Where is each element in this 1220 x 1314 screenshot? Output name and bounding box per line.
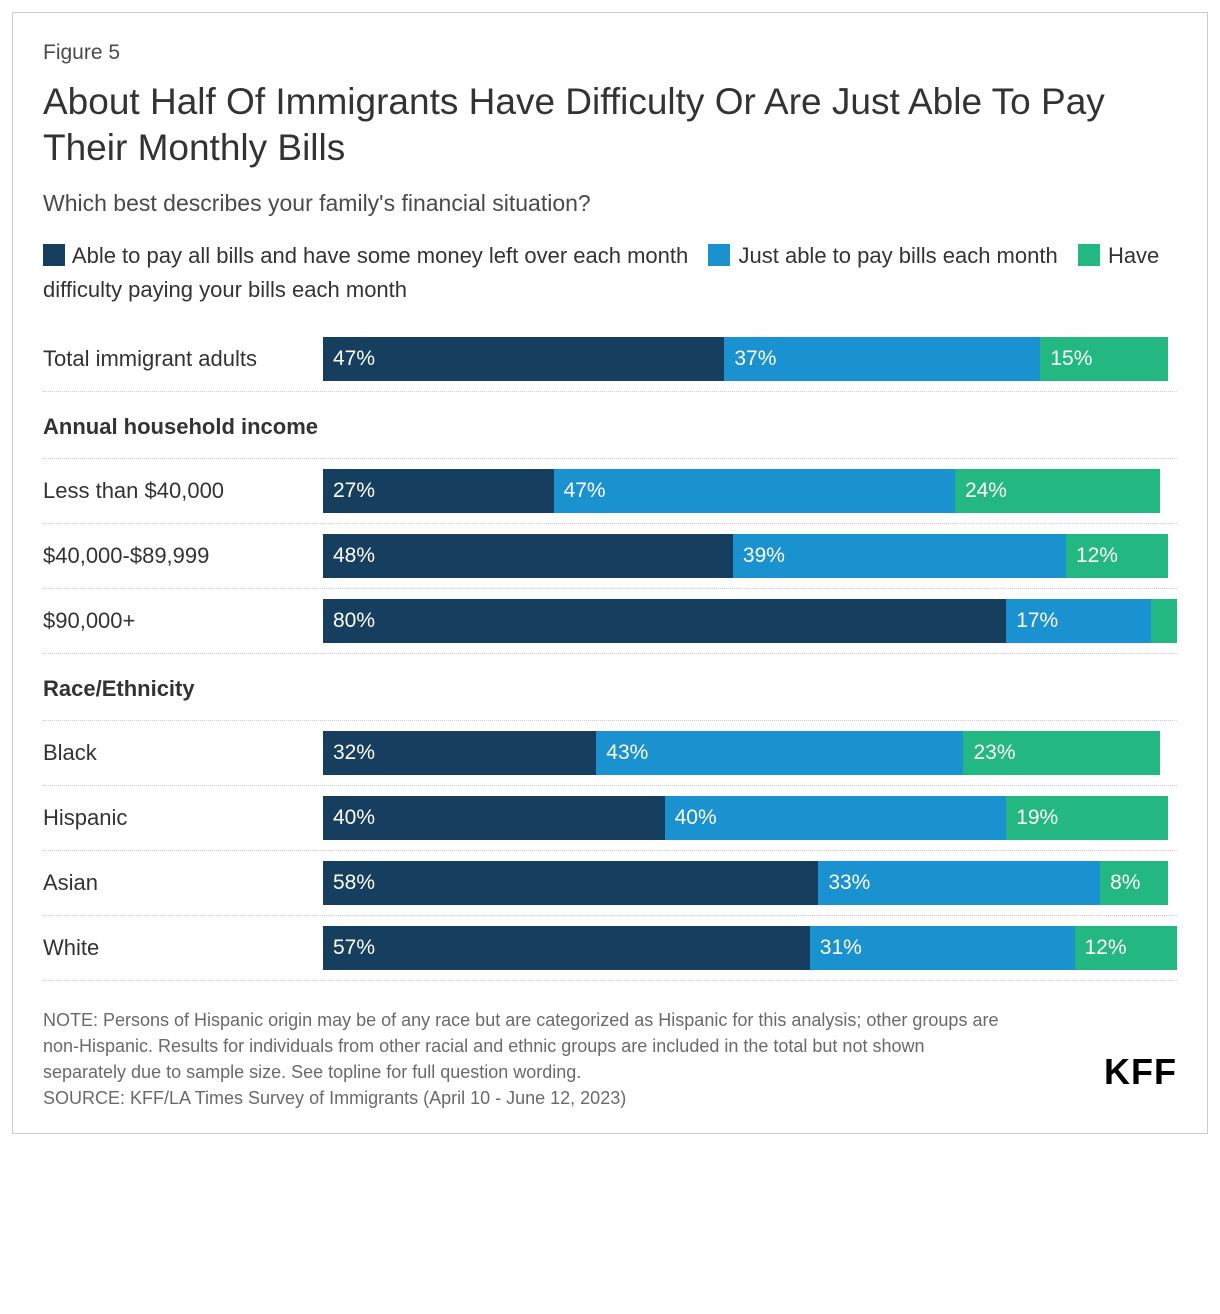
row-label: Less than $40,000 — [43, 478, 323, 504]
chart-title: About Half Of Immigrants Have Difficulty… — [43, 79, 1177, 172]
bar-segment: 37% — [724, 337, 1040, 381]
row-label: White — [43, 935, 323, 961]
bar-segment: 31% — [810, 926, 1075, 970]
row-label: $90,000+ — [43, 608, 323, 634]
figure-container: Figure 5 About Half Of Immigrants Have D… — [12, 12, 1208, 1134]
stacked-bar: 58%33%8% — [323, 861, 1177, 905]
bar-segment: 43% — [596, 731, 963, 775]
stacked-bar: 80%17% — [323, 599, 1177, 643]
bar-segment: 40% — [665, 796, 1007, 840]
bar-segment: 12% — [1075, 926, 1177, 970]
legend-swatch-1 — [43, 244, 65, 266]
row-label: Total immigrant adults — [43, 346, 323, 372]
stacked-bar: 40%40%19% — [323, 796, 1177, 840]
bar-segment: 19% — [1006, 796, 1168, 840]
bar-segment: 33% — [818, 861, 1100, 905]
bar-segment: 32% — [323, 731, 596, 775]
legend-swatch-3 — [1078, 244, 1100, 266]
bar-segment: 24% — [955, 469, 1160, 513]
chart-row: Total immigrant adults47%37%15% — [43, 327, 1177, 392]
figure-number: Figure 5 — [43, 41, 1177, 65]
bar-segment: 80% — [323, 599, 1006, 643]
chart-row: Less than $40,00027%47%24% — [43, 459, 1177, 524]
legend: Able to pay all bills and have some mone… — [43, 239, 1177, 307]
footer: NOTE: Persons of Hispanic origin may be … — [43, 1007, 1177, 1111]
stacked-bar: 32%43%23% — [323, 731, 1177, 775]
footnote-note: NOTE: Persons of Hispanic origin may be … — [43, 1007, 1003, 1085]
row-label: Asian — [43, 870, 323, 896]
bar-segment: 58% — [323, 861, 818, 905]
bar-segment — [1151, 599, 1177, 643]
bar-segment: 17% — [1006, 599, 1151, 643]
chart-row: White57%31%12% — [43, 916, 1177, 981]
chart-subtitle: Which best describes your family's finan… — [43, 190, 1177, 217]
group-header: Race/Ethnicity — [43, 654, 1177, 721]
legend-swatch-2 — [708, 244, 730, 266]
chart-row: $90,000+80%17% — [43, 589, 1177, 654]
chart-row: Hispanic40%40%19% — [43, 786, 1177, 851]
bar-segment: 57% — [323, 926, 810, 970]
bar-segment: 27% — [323, 469, 554, 513]
group-header: Annual household income — [43, 392, 1177, 459]
bar-segment: 47% — [323, 337, 724, 381]
chart-row: $40,000-$89,99948%39%12% — [43, 524, 1177, 589]
bar-segment: 8% — [1100, 861, 1168, 905]
chart-row: Asian58%33%8% — [43, 851, 1177, 916]
bar-segment: 15% — [1040, 337, 1168, 381]
row-label: Hispanic — [43, 805, 323, 831]
bar-segment: 47% — [554, 469, 955, 513]
stacked-bar: 47%37%15% — [323, 337, 1177, 381]
row-label: $40,000-$89,999 — [43, 543, 323, 569]
bar-segment: 39% — [733, 534, 1066, 578]
bar-segment: 40% — [323, 796, 665, 840]
stacked-bar: 48%39%12% — [323, 534, 1177, 578]
stacked-bar: 57%31%12% — [323, 926, 1177, 970]
bar-segment: 23% — [963, 731, 1159, 775]
bar-segment: 12% — [1066, 534, 1168, 578]
kff-logo: KFF — [1104, 1051, 1177, 1111]
legend-label-1: Able to pay all bills and have some mone… — [72, 243, 688, 268]
chart-row: Black32%43%23% — [43, 721, 1177, 786]
legend-label-2: Just able to pay bills each month — [739, 243, 1058, 268]
bar-segment: 48% — [323, 534, 733, 578]
footnote-source: SOURCE: KFF/LA Times Survey of Immigrant… — [43, 1085, 1003, 1111]
row-label: Black — [43, 740, 323, 766]
footnotes: NOTE: Persons of Hispanic origin may be … — [43, 1007, 1003, 1111]
stacked-bar: 27%47%24% — [323, 469, 1177, 513]
chart-body: Total immigrant adults47%37%15%Annual ho… — [43, 327, 1177, 981]
